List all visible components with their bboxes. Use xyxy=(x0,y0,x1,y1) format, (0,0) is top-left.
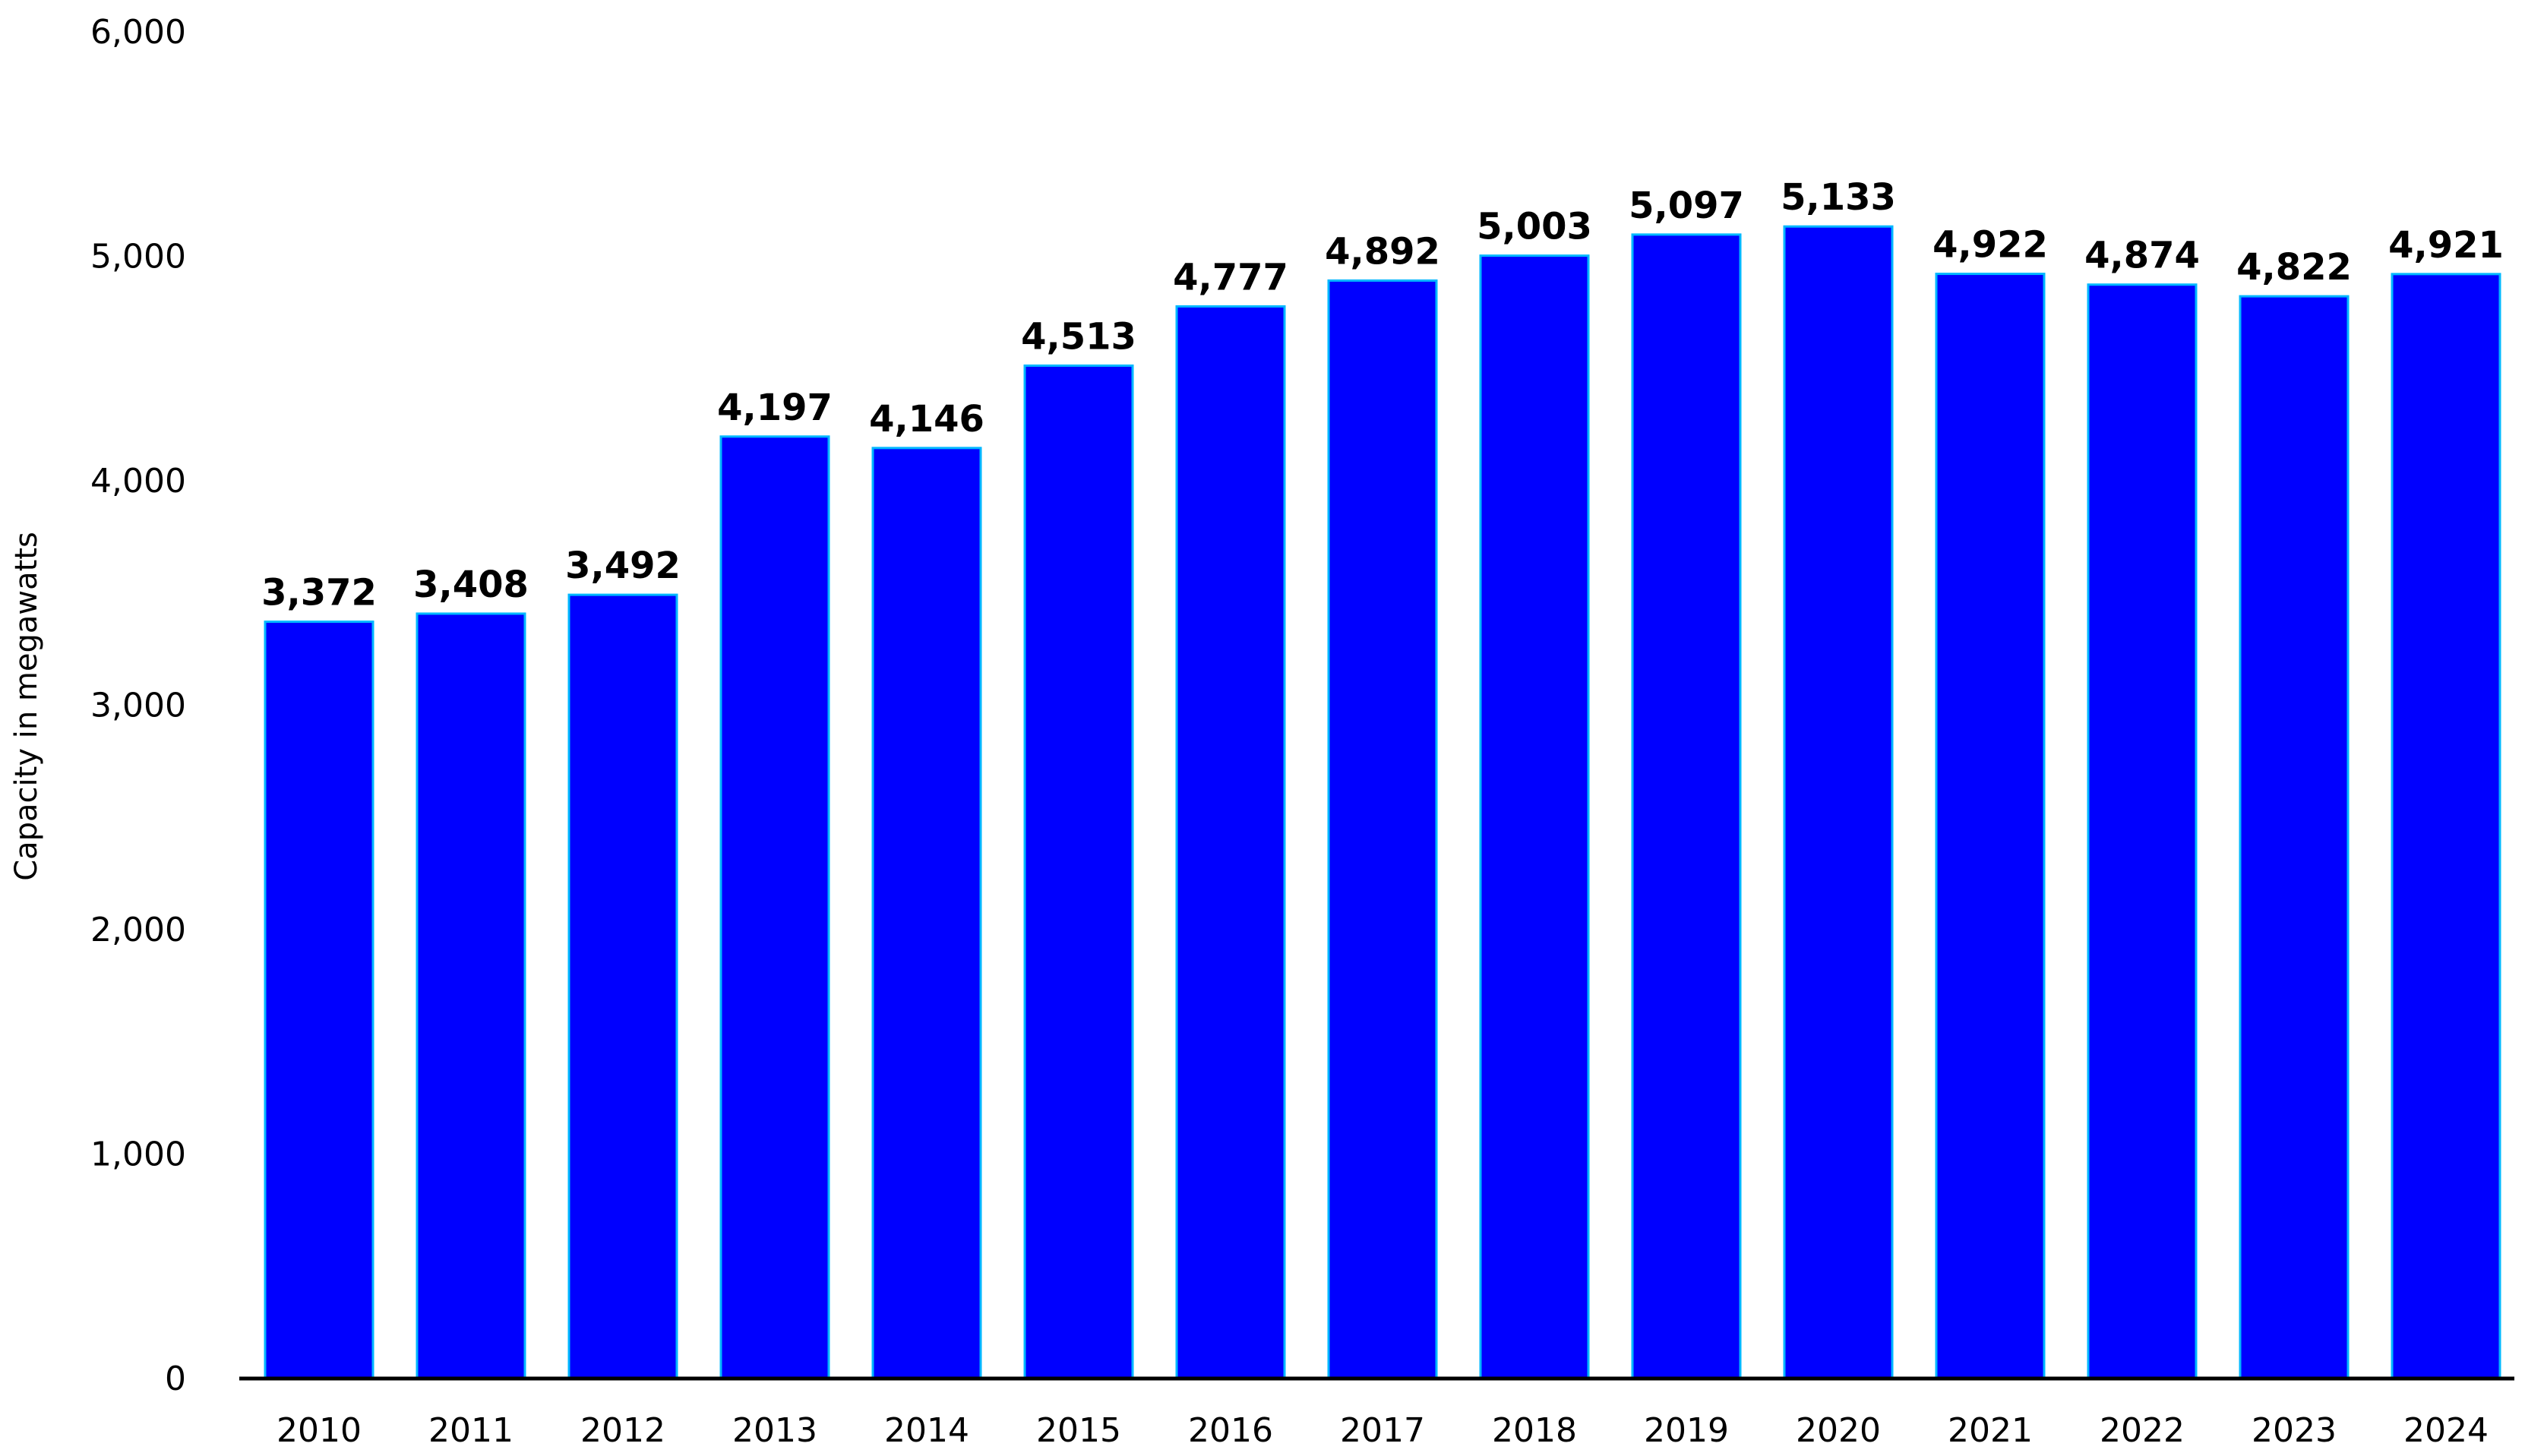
data-label: 4,777 xyxy=(1173,256,1288,298)
bar xyxy=(1783,225,1894,1380)
data-labels: 3,372 3,408 3,492 4,197 4,146 4,513 4,777 4,892… xyxy=(261,176,2504,614)
x-tick-label: 2017 xyxy=(1340,1411,1425,1450)
data-label: 3,408 xyxy=(413,564,529,606)
bar xyxy=(719,435,830,1380)
bar xyxy=(1023,364,1134,1380)
data-label: 3,372 xyxy=(261,572,377,614)
bars xyxy=(264,225,2501,1380)
bar xyxy=(2239,295,2350,1380)
data-label: 4,892 xyxy=(1325,230,1440,273)
bar xyxy=(1631,233,1742,1380)
data-label: 4,874 xyxy=(2084,235,2200,277)
x-tick-label: 2019 xyxy=(1644,1411,1729,1450)
bar xyxy=(1327,279,1438,1380)
data-label: 5,097 xyxy=(1629,185,1744,227)
y-tick-label: 2,000 xyxy=(90,911,186,949)
y-tick-label: 0 xyxy=(165,1360,186,1398)
y-axis-ticks: 0 1,000 2,000 3,000 4,000 5,000 6,000 xyxy=(90,13,186,1398)
bar xyxy=(871,447,982,1380)
bar xyxy=(2087,283,2198,1380)
x-tick-label: 2020 xyxy=(1796,1411,1881,1450)
x-tick-label: 2011 xyxy=(428,1411,514,1450)
y-tick-label: 3,000 xyxy=(90,687,186,725)
bar xyxy=(567,593,678,1380)
bar xyxy=(1175,305,1286,1380)
y-axis-title: Capacity in megawatts xyxy=(9,532,44,881)
x-tick-label: 2023 xyxy=(2252,1411,2337,1450)
y-tick-label: 5,000 xyxy=(90,238,186,276)
y-tick-label: 1,000 xyxy=(90,1135,186,1174)
x-tick-label: 2012 xyxy=(580,1411,665,1450)
data-label: 4,921 xyxy=(2388,224,2504,267)
data-label: 4,146 xyxy=(869,398,984,441)
bar xyxy=(264,621,374,1380)
x-axis-ticks: 2010 2011 2012 2013 2014 2015 2016 2017 2018 2019… xyxy=(277,1411,2489,1450)
bar xyxy=(2391,273,2501,1380)
x-tick-label: 2022 xyxy=(2100,1411,2185,1450)
x-tick-label: 2024 xyxy=(2403,1411,2489,1450)
data-label: 4,513 xyxy=(1021,315,1136,358)
x-tick-label: 2016 xyxy=(1188,1411,1273,1450)
data-label: 4,822 xyxy=(2236,246,2352,289)
y-tick-label: 4,000 xyxy=(90,462,186,501)
x-tick-label: 2013 xyxy=(732,1411,817,1450)
bar xyxy=(1479,254,1590,1380)
data-label: 4,197 xyxy=(717,387,833,429)
bar xyxy=(1935,273,2046,1380)
data-label: 5,133 xyxy=(1781,176,1896,219)
data-label: 5,003 xyxy=(1477,206,1592,248)
x-tick-label: 2021 xyxy=(1948,1411,2033,1450)
data-label: 4,922 xyxy=(1932,224,2048,267)
x-tick-label: 2014 xyxy=(884,1411,969,1450)
x-tick-label: 2018 xyxy=(1492,1411,1577,1450)
data-label: 3,492 xyxy=(565,545,681,587)
x-tick-label: 2010 xyxy=(277,1411,362,1450)
bar xyxy=(416,612,526,1380)
y-tick-label: 6,000 xyxy=(90,13,186,52)
x-tick-label: 2015 xyxy=(1036,1411,1121,1450)
